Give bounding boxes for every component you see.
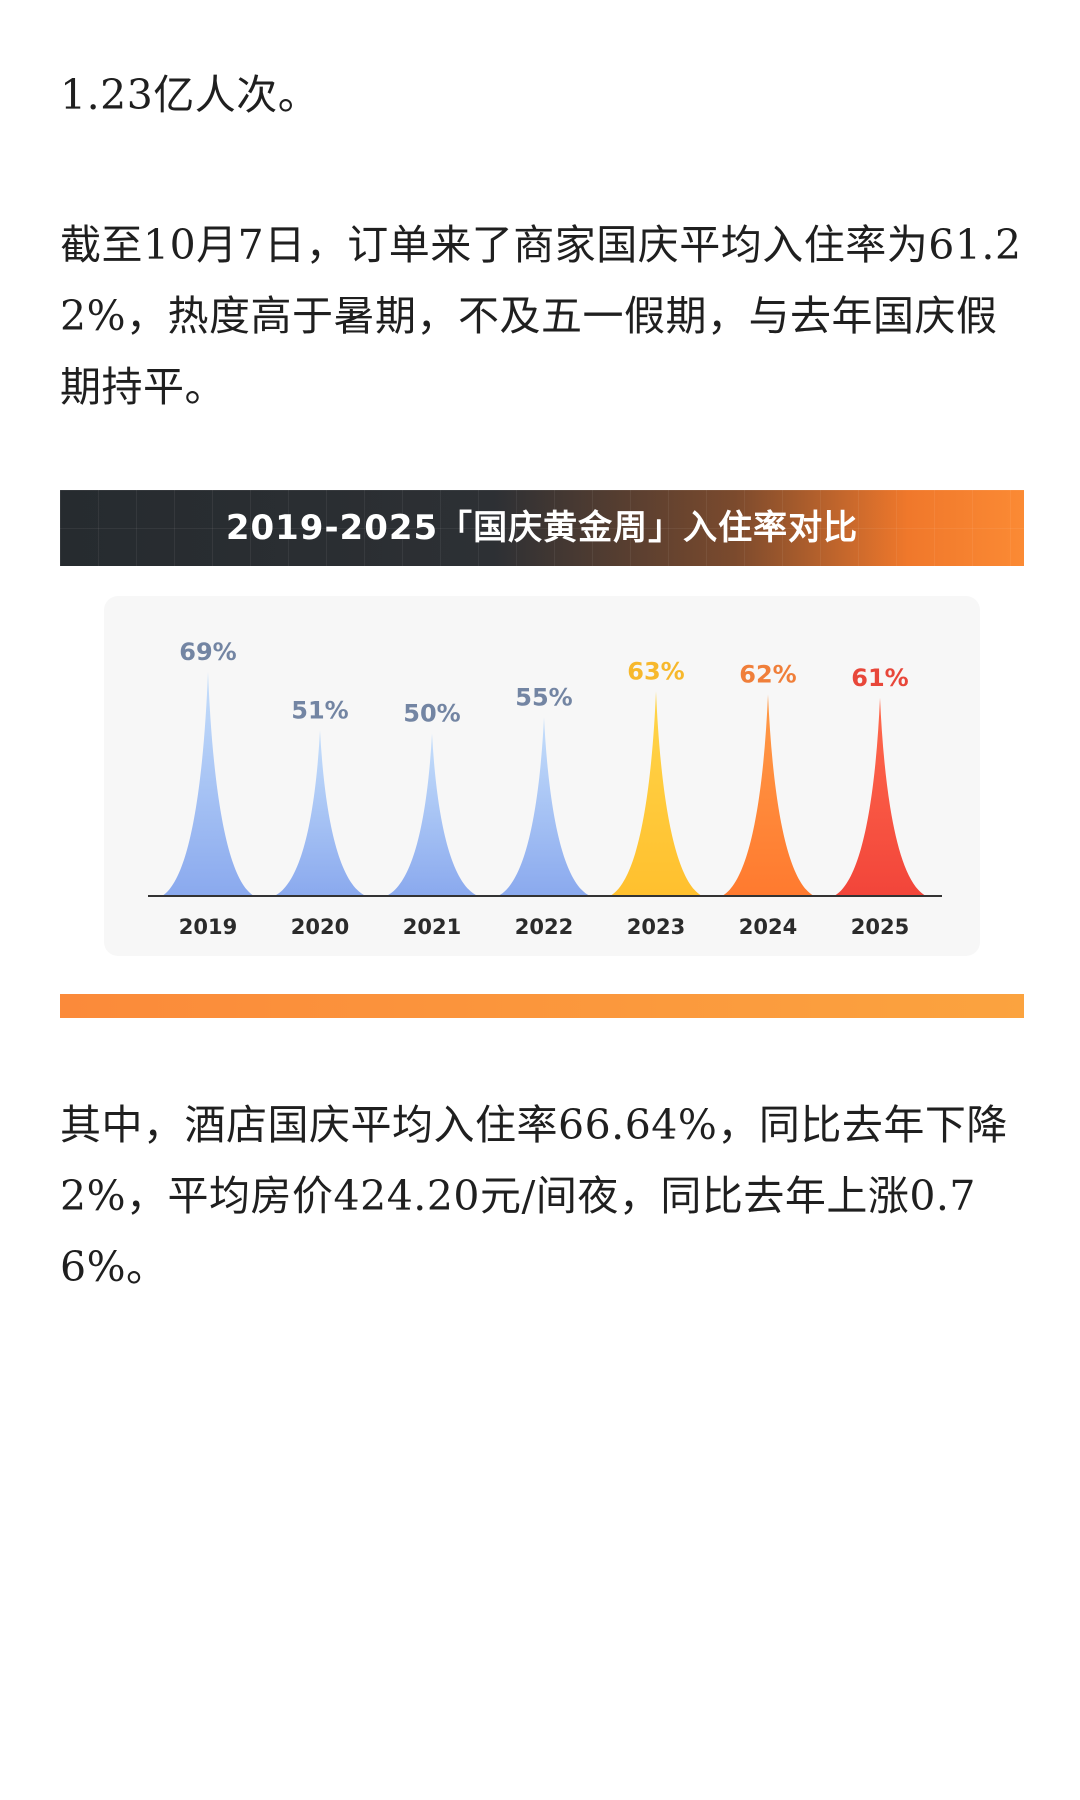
spike-2019: [162, 671, 254, 896]
x-tick-2019: 2019: [179, 915, 237, 939]
chart-title: 2019-2025「国庆黄金周」入住率对比: [225, 508, 859, 548]
value-label-2024: 62%: [739, 661, 796, 689]
banner-grid-pattern: [60, 490, 1024, 566]
value-label-2020: 51%: [291, 696, 348, 724]
x-tick-2022: 2022: [515, 915, 573, 939]
orange-divider-bar: [60, 994, 1024, 1018]
value-label-2022: 55%: [515, 683, 572, 711]
paragraph-3: 其中，酒店国庆平均入住率66.64%，同比去年下降2%，平均房价424.20元/…: [60, 1101, 1008, 1291]
spike-2024: [722, 694, 814, 896]
paragraph-1: 1.23亿人次。: [60, 71, 320, 119]
value-label-2021: 50%: [403, 700, 460, 728]
x-tick-2023: 2023: [627, 915, 685, 939]
spike-2022: [498, 717, 590, 896]
chart-title-banner: 2019-2025「国庆黄金周」入住率对比: [60, 490, 1024, 566]
value-label-2023: 63%: [627, 657, 684, 685]
spike-2020: [274, 730, 366, 896]
x-tick-2021: 2021: [403, 915, 461, 939]
paragraph-2: 截至10月7日，订单来了商家国庆平均入住率为61.22%，热度高于暑期，不及五一…: [60, 221, 1022, 411]
chart-svg: 69% 2019 51% 2020 50% 2021 55% 2022 63% 2023 62% 20…: [148, 638, 942, 939]
value-label-2019: 69%: [179, 638, 236, 666]
spike-2023: [610, 691, 702, 896]
x-tick-2025: 2025: [851, 915, 909, 939]
x-tick-2024: 2024: [739, 915, 797, 939]
chart-card: 69% 2019 51% 2020 50% 2021 55% 2022 63% 2023 62% 20…: [104, 596, 980, 956]
spike-2025: [834, 697, 926, 896]
x-tick-2020: 2020: [291, 915, 349, 939]
value-label-2025: 61%: [851, 664, 908, 692]
spike-2021: [386, 733, 478, 896]
